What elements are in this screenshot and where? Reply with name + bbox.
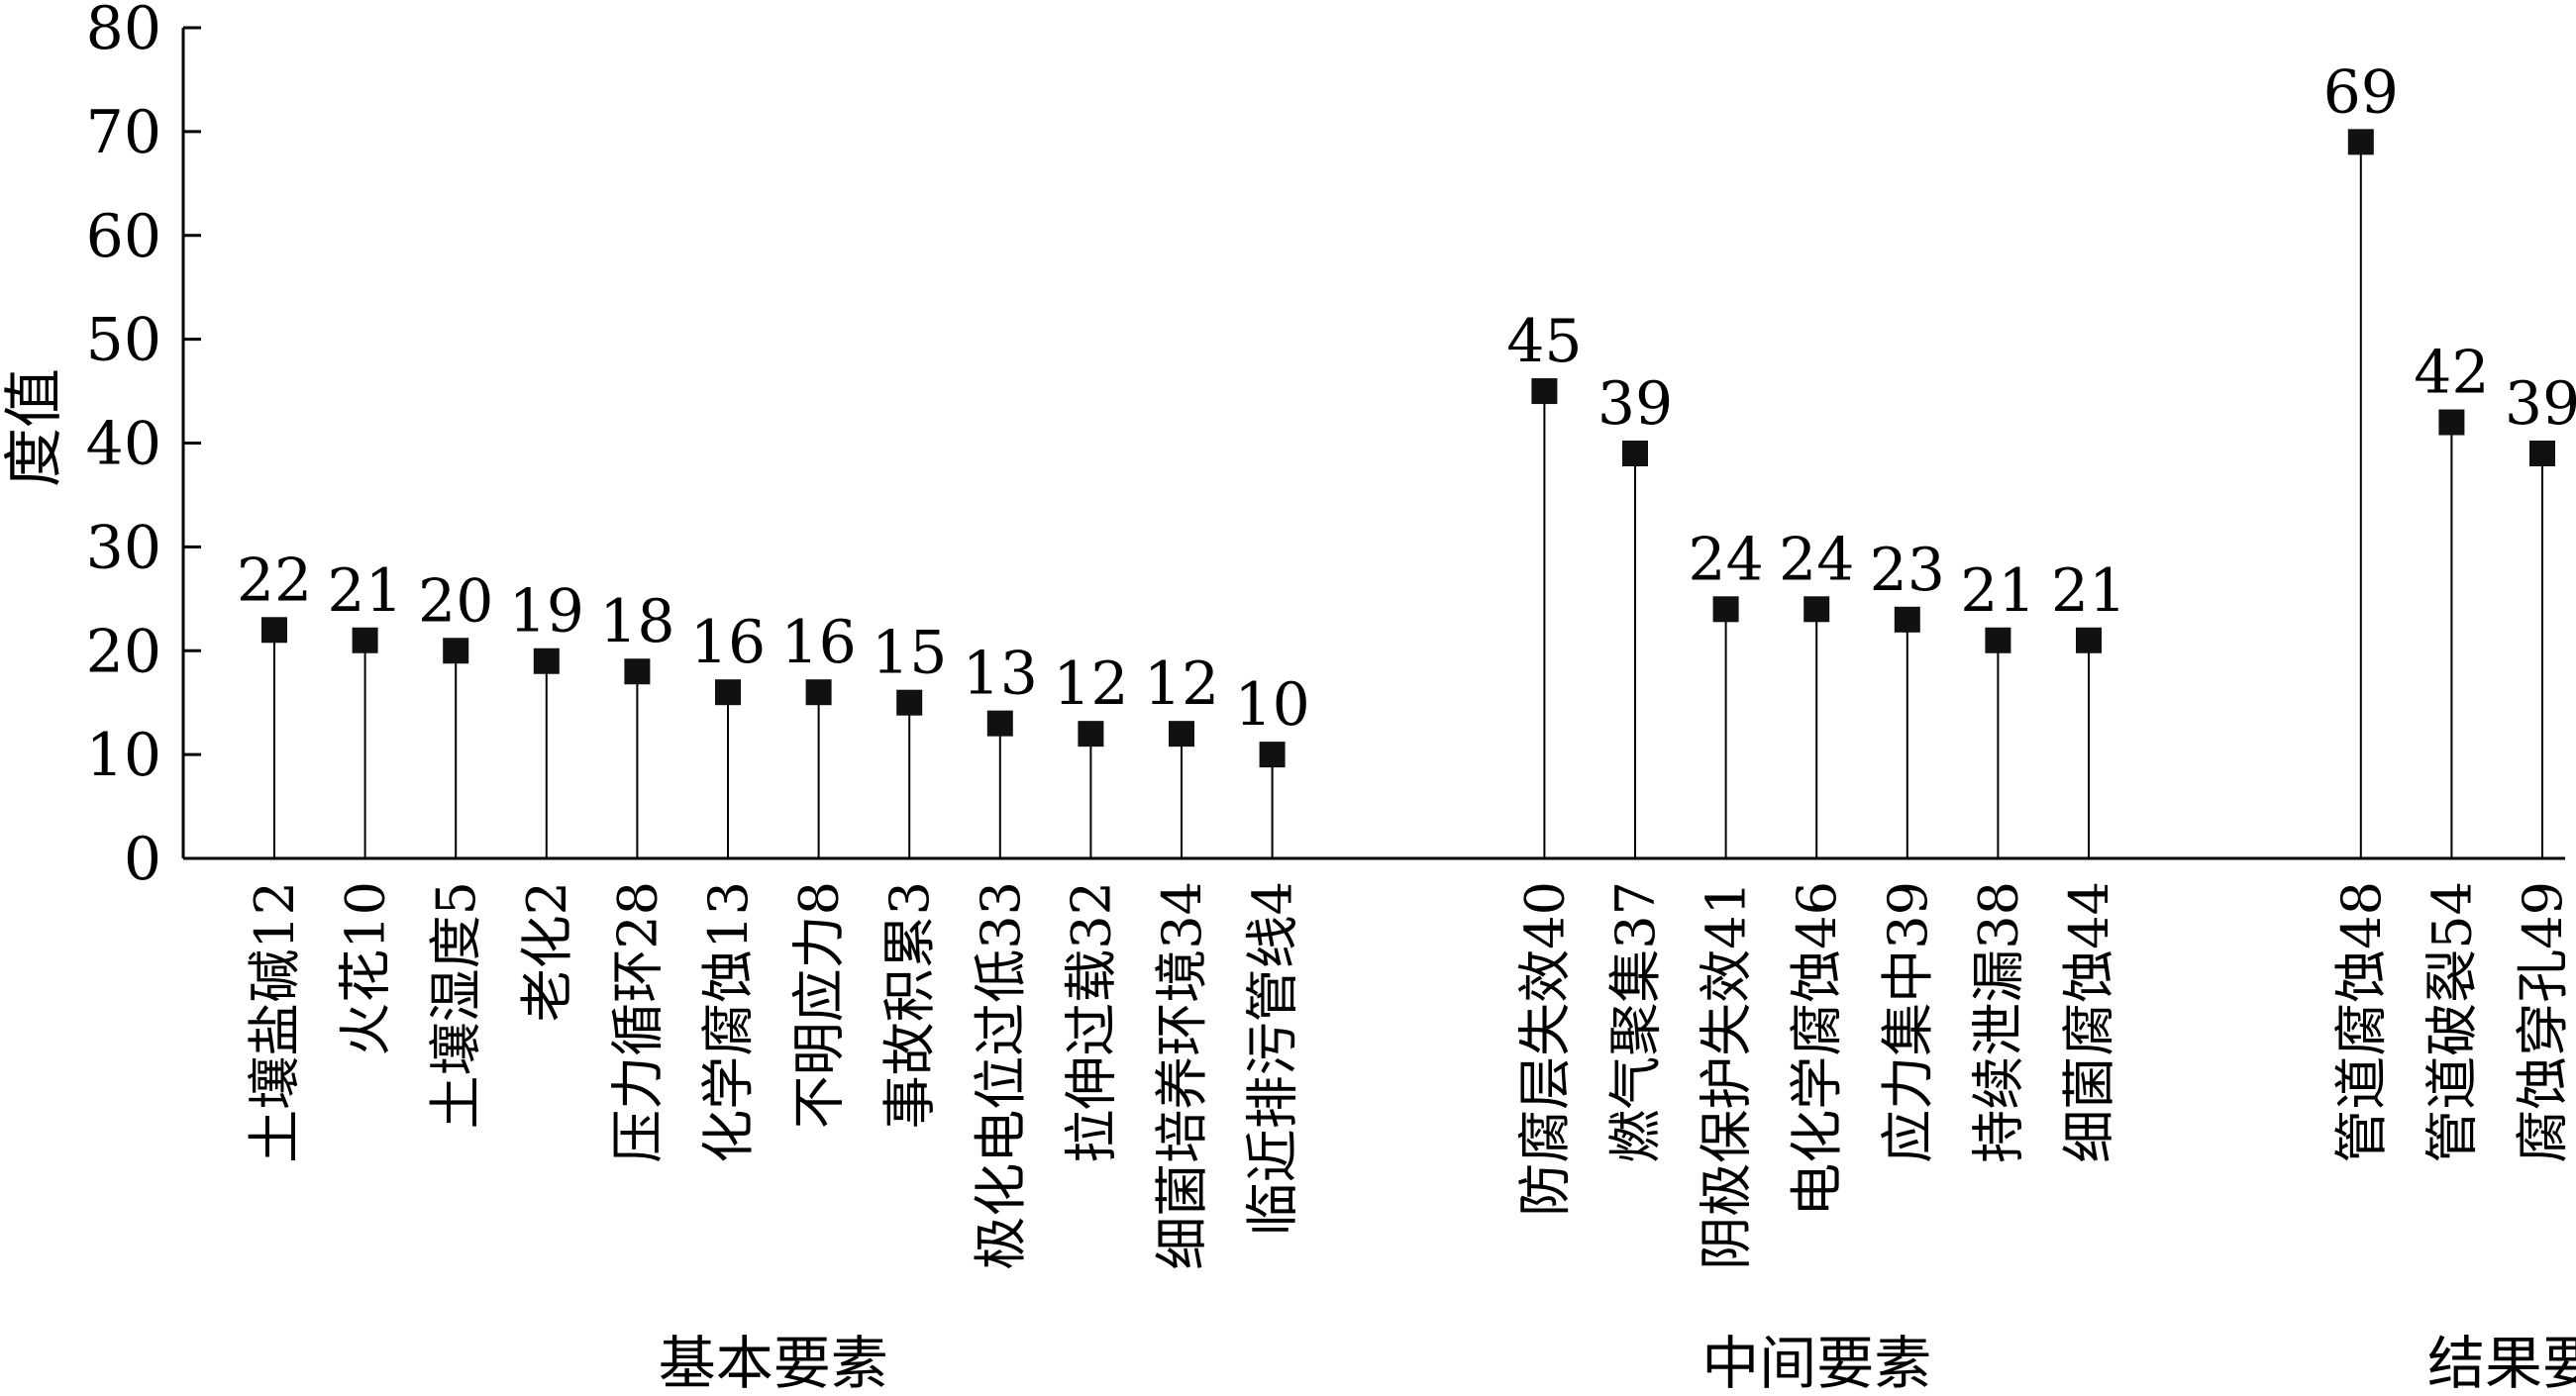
- stem-marker: [2529, 440, 2555, 466]
- y-tick-label: 40: [86, 410, 161, 479]
- y-tick-label: 0: [124, 825, 161, 894]
- data-label: 23: [1870, 536, 1945, 605]
- group-label: 结果要素: [2427, 1330, 2576, 1396]
- category-label: 细菌培养环境34: [1151, 881, 1213, 1270]
- category-label: 临近排污管线4: [1242, 881, 1304, 1236]
- category-labels: 土壤盐碱12 火花10 土壤湿度5 老化2 压力循环28 化学腐蚀13 不明应力8 事故积累3…: [244, 881, 2574, 1270]
- category-label: 燃气聚集37: [1604, 881, 1667, 1163]
- category-label: 防腐层失效40: [1513, 881, 1576, 1217]
- category-label: 土壤盐碱12: [244, 881, 306, 1163]
- category-label: 土壤湿度5: [425, 881, 487, 1129]
- data-label: 16: [780, 608, 856, 677]
- stem-marker: [261, 617, 287, 644]
- data-label: 20: [418, 566, 493, 636]
- y-tick-label: 80: [86, 0, 161, 63]
- category-label: 电化学腐蚀46: [1786, 881, 1848, 1217]
- y-tick-label: 30: [86, 513, 161, 582]
- category-label: 不明应力8: [788, 881, 851, 1129]
- stem-marker: [1622, 440, 1648, 466]
- data-label: 16: [690, 608, 766, 677]
- category-label: 火花10: [335, 881, 397, 1056]
- stem-marker: [2076, 627, 2102, 653]
- y-tick-label: 70: [86, 98, 161, 167]
- stem-marker: [1169, 721, 1194, 748]
- stem-marker: [1259, 742, 1286, 768]
- category-label: 管道破裂54: [2421, 881, 2483, 1163]
- data-label: 10: [1234, 670, 1309, 740]
- data-label: 21: [2051, 556, 2126, 626]
- stem-marker: [2438, 409, 2465, 436]
- data-label: 12: [1144, 649, 1219, 719]
- stem-marker: [2347, 129, 2374, 155]
- stem-marker: [805, 679, 832, 706]
- data-label: 39: [1597, 369, 1673, 439]
- stem-marker: [624, 658, 651, 685]
- data-label: 21: [327, 556, 402, 626]
- y-tick-label: 60: [86, 202, 161, 271]
- category-label: 应力集中39: [1877, 881, 1939, 1163]
- stem-marker: [896, 689, 923, 716]
- category-label: 阴极保护失效41: [1696, 881, 1758, 1270]
- data-label: 15: [872, 619, 947, 688]
- category-label: 事故积累3: [878, 881, 941, 1129]
- stem-marker: [443, 638, 469, 664]
- data-label: 39: [2505, 369, 2576, 439]
- stem-marker: [352, 627, 378, 653]
- category-label: 细菌腐蚀44: [2058, 881, 2120, 1163]
- data-label: 19: [509, 577, 584, 647]
- data-label: 12: [1053, 649, 1128, 719]
- data-label: 69: [2323, 57, 2399, 127]
- group-label: 中间要素: [1701, 1330, 1931, 1396]
- data-label: 13: [963, 640, 1038, 709]
- data-label: 45: [1506, 307, 1582, 376]
- stem-marker: [1078, 721, 1104, 748]
- stem-marker: [1985, 627, 2011, 653]
- category-label: 持续泄漏38: [1967, 881, 2029, 1163]
- stem-marker: [715, 679, 741, 706]
- y-ticks: 0 10 20 30 40 50 60 70 80: [86, 0, 201, 894]
- data-label: 18: [599, 587, 674, 656]
- data-label: 22: [237, 546, 312, 615]
- y-tick-label: 50: [86, 306, 161, 375]
- stem-marker: [1894, 606, 1920, 633]
- stem-marker: [533, 648, 560, 674]
- data-label: 42: [2414, 339, 2489, 408]
- group-label: 基本要素: [659, 1330, 888, 1396]
- y-tick-label: 20: [86, 617, 161, 686]
- axes: [181, 28, 2565, 860]
- stem-marker: [1712, 596, 1739, 623]
- stem-marker: [986, 710, 1013, 737]
- category-label: 管道腐蚀48: [2330, 881, 2393, 1163]
- category-label: 化学腐蚀13: [697, 881, 760, 1163]
- data-label: 21: [1960, 556, 2035, 626]
- category-label: 拉伸过载32: [1060, 881, 1122, 1163]
- stem-marker: [1803, 596, 1830, 623]
- category-label: 腐蚀穿孔49: [2512, 881, 2574, 1163]
- category-label: 极化电位过低33: [970, 881, 1032, 1270]
- y-tick-label: 10: [86, 721, 161, 790]
- stem-marker: [1531, 378, 1558, 405]
- category-label: 压力循环28: [606, 881, 669, 1163]
- category-label: 老化2: [516, 881, 578, 1022]
- y-axis-label: 度值: [0, 368, 69, 487]
- data-label: 24: [1779, 525, 1854, 594]
- group-labels: 基本要素 中间要素 结果要素: [659, 1330, 2576, 1396]
- data-label: 24: [1688, 525, 1763, 594]
